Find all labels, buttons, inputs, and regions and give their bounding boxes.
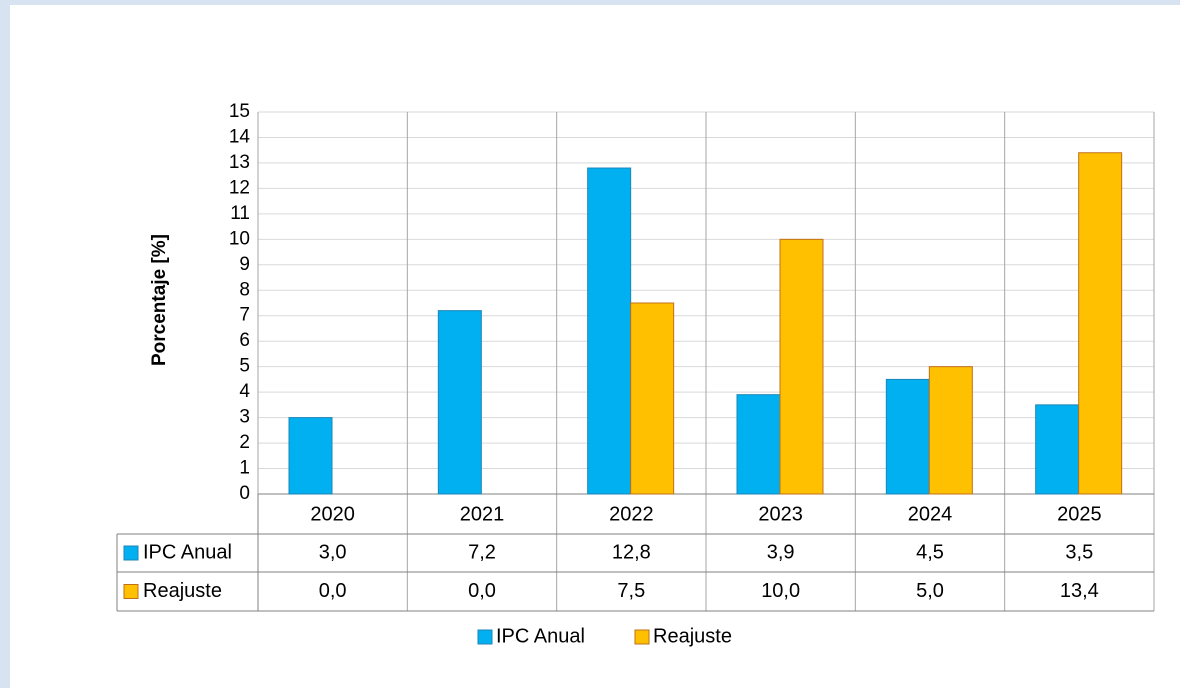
table-cell: 5,0 xyxy=(916,580,944,602)
x-tick-label: 2025 xyxy=(1057,503,1102,525)
x-tick-label: 2022 xyxy=(609,503,654,525)
legend-swatch xyxy=(634,629,650,645)
table-cell: 7,2 xyxy=(468,541,496,563)
y-tick-label: 1 xyxy=(239,458,250,479)
table-row-label: Reajuste xyxy=(143,580,222,602)
bar xyxy=(437,310,482,495)
y-tick-label: 2 xyxy=(239,432,250,453)
table-cell: 10,0 xyxy=(761,580,800,602)
legend-label: Reajuste xyxy=(653,625,732,647)
table-row-label: IPC Anual xyxy=(143,541,232,563)
table-cell: 0,0 xyxy=(468,580,496,602)
bar xyxy=(1035,404,1080,495)
legend-label: IPC Anual xyxy=(496,625,585,647)
y-tick-label: 8 xyxy=(239,279,250,300)
y-tick-label: 4 xyxy=(239,381,250,402)
bar xyxy=(587,167,632,495)
bar xyxy=(736,394,781,495)
y-tick-label: 3 xyxy=(239,407,250,428)
bar xyxy=(779,238,824,495)
table-cell: 13,4 xyxy=(1060,580,1099,602)
table-swatch xyxy=(123,584,139,599)
bar xyxy=(630,302,675,495)
bar xyxy=(885,378,930,495)
legend-swatch xyxy=(477,629,493,645)
bar xyxy=(928,366,973,495)
table-cell: 4,5 xyxy=(916,541,944,563)
y-tick-label: 12 xyxy=(229,177,250,198)
table-cell: 0,0 xyxy=(319,580,347,602)
bar xyxy=(288,417,333,495)
y-tick-label: 11 xyxy=(230,203,250,224)
table-cell: 3,0 xyxy=(319,541,347,563)
x-tick-label: 2023 xyxy=(758,503,803,525)
y-tick-label: 0 xyxy=(239,483,250,504)
y-tick-label: 9 xyxy=(239,254,250,275)
y-tick-label: 6 xyxy=(239,330,250,351)
x-tick-label: 2024 xyxy=(908,503,953,525)
table-cell: 7,5 xyxy=(617,580,645,602)
table-cell: 3,5 xyxy=(1065,541,1093,563)
y-tick-label: 5 xyxy=(239,356,250,377)
table-cell: 12,8 xyxy=(612,541,651,563)
bar xyxy=(1078,152,1123,495)
table-swatch xyxy=(123,545,139,561)
y-tick-label: 14 xyxy=(229,126,251,147)
y-tick-label: 15 xyxy=(229,101,250,122)
y-axis-label: Porcentaje [%] xyxy=(149,234,170,366)
y-tick-label: 13 xyxy=(229,152,250,173)
y-tick-label: 7 xyxy=(239,305,250,326)
y-tick-label: 10 xyxy=(229,228,250,249)
x-tick-label: 2021 xyxy=(460,503,505,525)
x-tick-label: 2020 xyxy=(310,503,355,525)
table-cell: 3,9 xyxy=(767,541,795,563)
